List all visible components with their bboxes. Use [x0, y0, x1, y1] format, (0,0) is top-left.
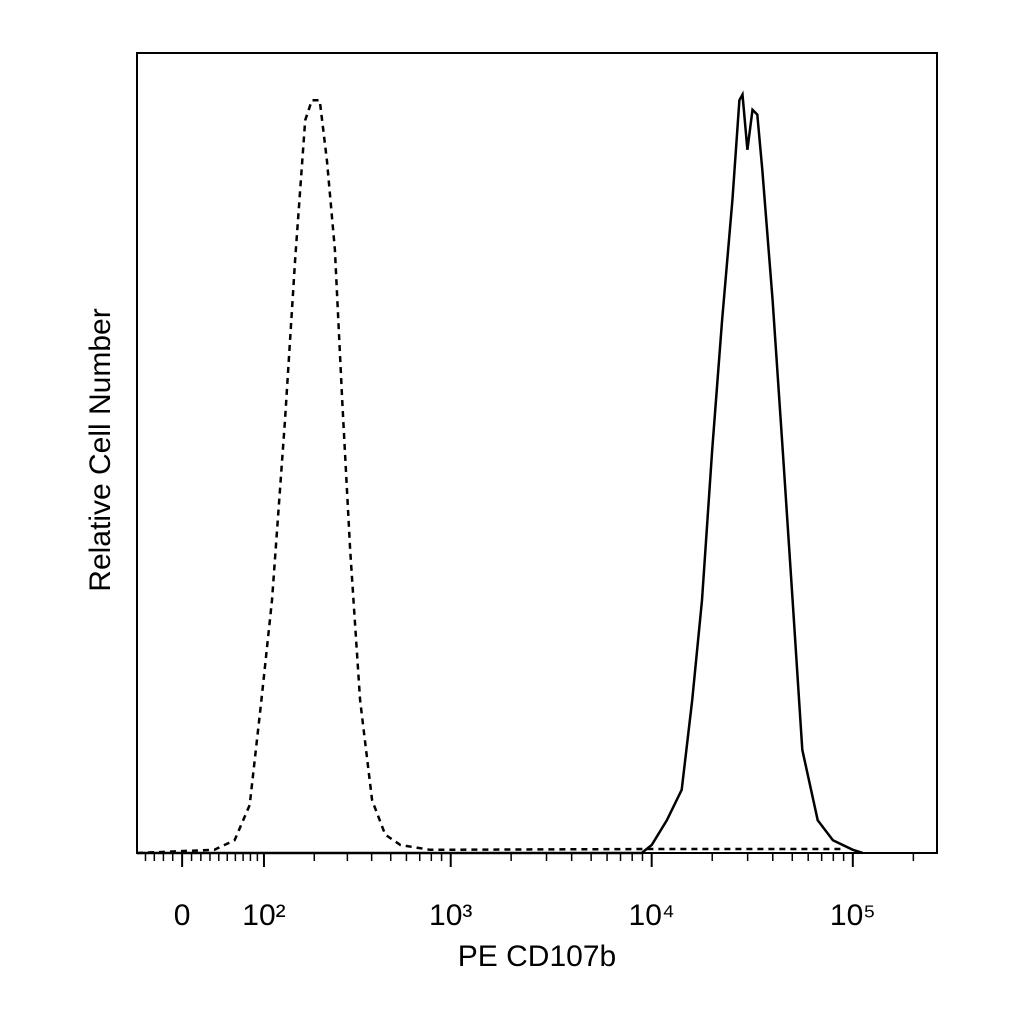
- x-tick-label: 10³: [429, 899, 472, 932]
- x-axis-label: PE CD107b: [458, 940, 616, 973]
- series-line: [136, 98, 843, 855]
- y-axis-label: Relative Cell Number: [84, 308, 117, 591]
- x-tick-label: 0: [174, 899, 191, 932]
- x-tick-label: 10⁵: [830, 899, 876, 932]
- x-tick-label: 10⁴: [629, 899, 675, 932]
- series-line: [137, 90, 864, 855]
- x-tick-label: 10²: [242, 899, 285, 932]
